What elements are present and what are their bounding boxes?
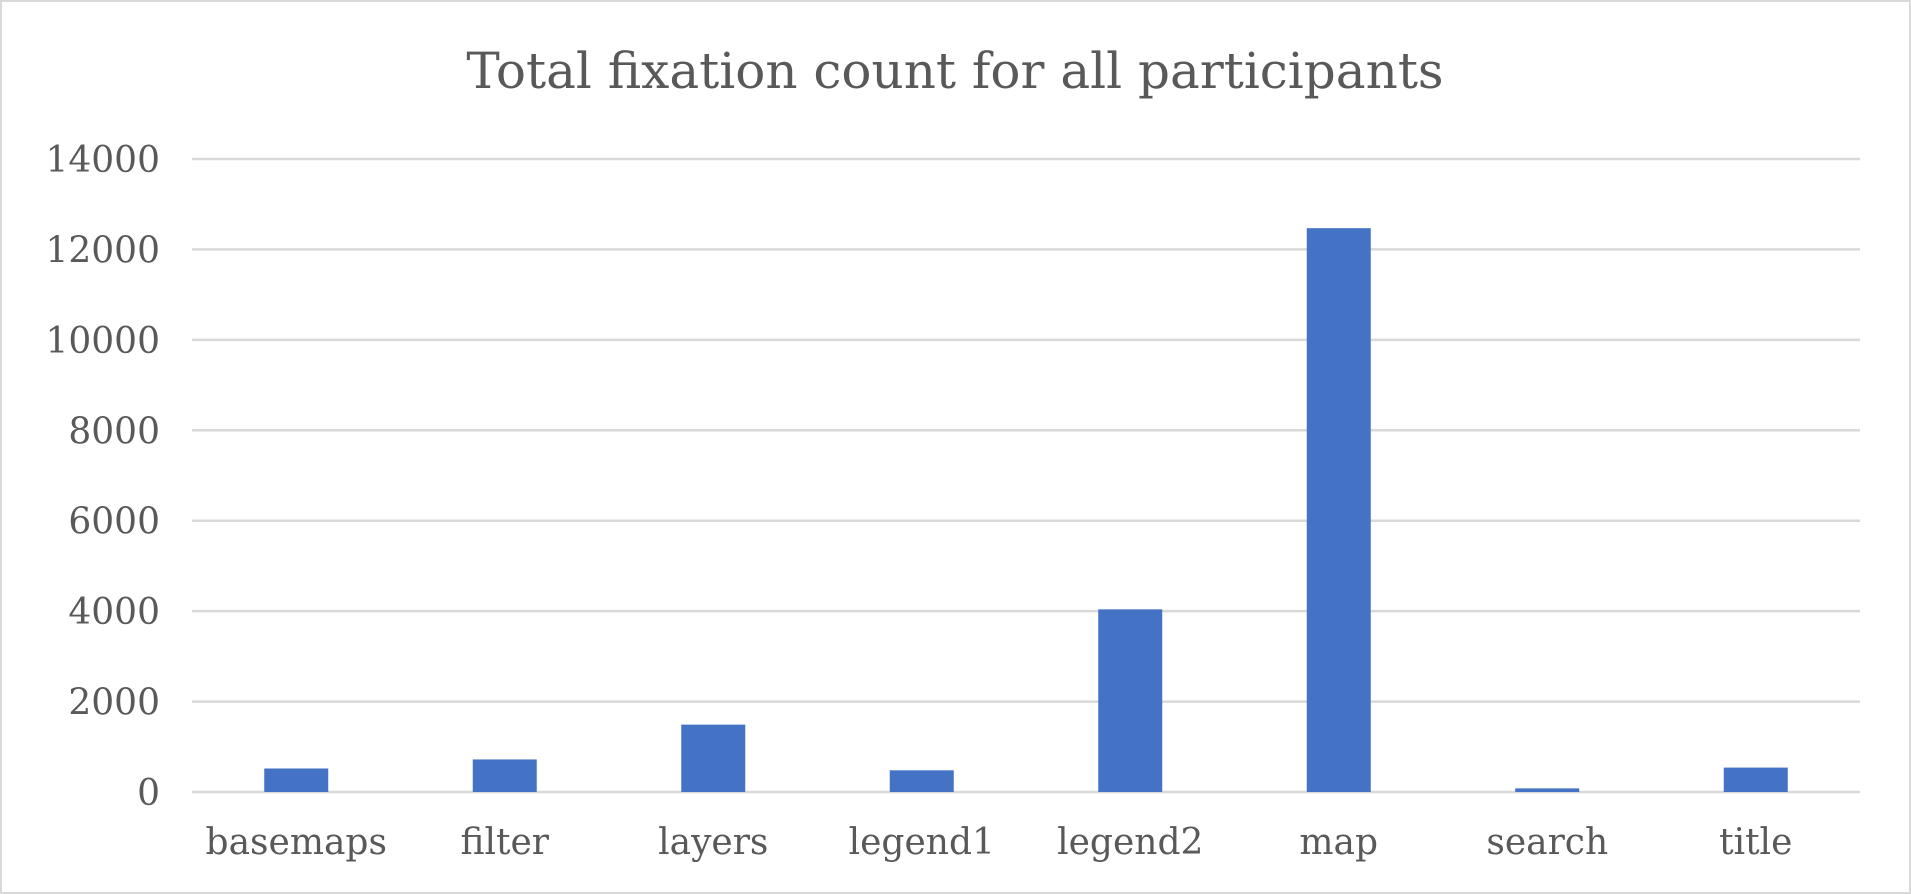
y-tick-label: 2000 xyxy=(68,683,160,724)
bar-legend2 xyxy=(1098,609,1163,792)
y-tick-label: 0 xyxy=(137,773,160,814)
y-tick-label: 6000 xyxy=(68,502,160,543)
bar-search xyxy=(1515,788,1580,792)
bar-basemaps xyxy=(264,768,329,792)
x-axis-categories: basemaps filter layers legend1 legend2 map sea… xyxy=(206,822,1793,863)
bar-layers xyxy=(681,724,746,792)
y-tick-label: 4000 xyxy=(68,592,160,633)
bar-map xyxy=(1306,228,1371,792)
chart-title: Total fixation count for all participant… xyxy=(466,42,1443,100)
x-category-label: legend2 xyxy=(1057,822,1203,863)
y-tick-label: 10000 xyxy=(45,321,160,362)
x-category-label: layers xyxy=(658,822,768,863)
x-category-label: filter xyxy=(460,822,549,863)
bars xyxy=(264,228,1788,792)
x-category-label: map xyxy=(1299,822,1378,863)
x-category-label: search xyxy=(1486,822,1608,863)
bar-legend1 xyxy=(889,770,954,792)
x-category-label: legend1 xyxy=(849,822,995,863)
bar-filter xyxy=(472,759,537,792)
gridlines xyxy=(192,157,1860,794)
x-category-label: basemaps xyxy=(206,822,387,863)
bar-title xyxy=(1723,767,1788,792)
y-tick-label: 8000 xyxy=(68,411,160,452)
y-axis-ticks: 0 2000 4000 6000 8000 10000 12000 14000 xyxy=(45,140,160,814)
y-tick-label: 14000 xyxy=(45,140,160,181)
x-category-label: title xyxy=(1719,822,1792,863)
y-tick-label: 12000 xyxy=(45,230,160,271)
